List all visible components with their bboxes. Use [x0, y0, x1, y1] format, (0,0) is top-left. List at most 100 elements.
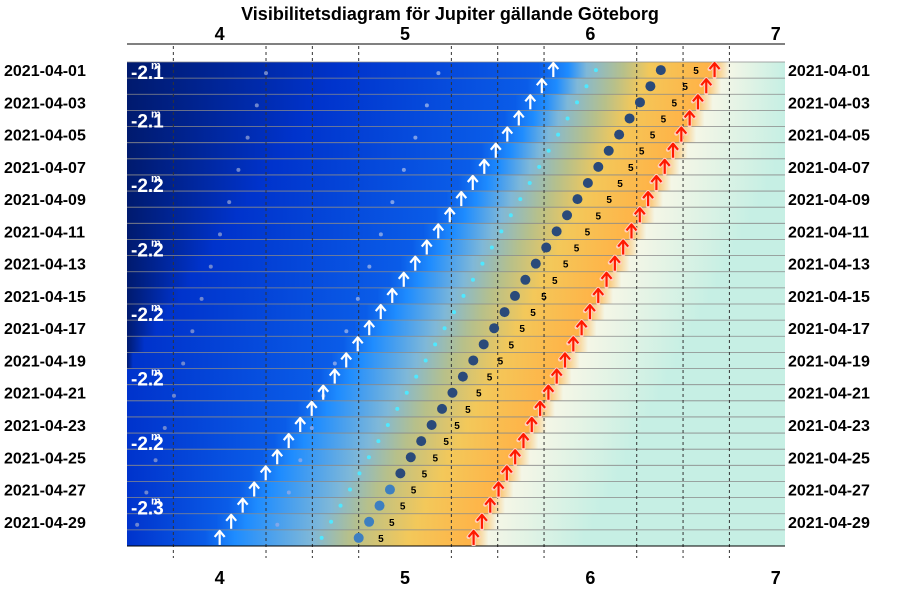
altitude-label: 5 — [661, 114, 667, 125]
tick-label-top: 5 — [400, 24, 410, 44]
altitude-label: 5 — [563, 260, 569, 271]
jupiter-dot — [468, 355, 479, 366]
magnitude-label: -2.1 — [131, 111, 164, 132]
sky-row — [127, 400, 785, 418]
sky-row — [127, 449, 785, 466]
jupiter-dot — [374, 500, 385, 511]
tick-label-top: 7 — [771, 24, 781, 44]
faint-dot — [413, 135, 418, 140]
sky-row — [127, 174, 785, 192]
altitude-label: 5 — [454, 421, 460, 432]
tick-label-bottom: 5 — [400, 568, 410, 588]
jupiter-dot — [364, 516, 375, 527]
jupiter-dot — [437, 403, 448, 414]
magnitude-unit: m — [151, 238, 161, 250]
twilight-dot — [499, 229, 504, 234]
rise-arrow — [351, 336, 364, 352]
rise-arrow — [455, 191, 468, 207]
rise-arrow — [328, 368, 341, 384]
rise-arrow — [524, 94, 537, 110]
date-label-left: 2021-04-29 — [4, 515, 86, 532]
faint-dot — [390, 200, 395, 205]
faint-dot — [144, 490, 149, 495]
rise-arrow — [271, 449, 284, 465]
sky-row — [127, 352, 785, 370]
sky-row — [127, 271, 785, 289]
twilight-dot — [584, 84, 589, 89]
faint-dot — [309, 426, 314, 430]
sunrise-arrow — [499, 464, 514, 483]
altitude-label: 5 — [487, 373, 493, 384]
altitude-label: 5 — [639, 147, 645, 158]
altitude-label: 5 — [682, 82, 688, 93]
rise-arrow — [236, 497, 249, 513]
jupiter-dot — [634, 97, 645, 108]
date-label-right: 2021-04-17 — [788, 321, 870, 338]
rise-arrow — [466, 174, 479, 190]
faint-dot — [264, 71, 269, 76]
twilight-dot — [508, 213, 513, 218]
jupiter-dot — [405, 452, 416, 463]
twilight-dot — [461, 293, 466, 298]
faint-dot — [208, 264, 213, 269]
jupiter-dot — [353, 532, 364, 543]
jupiter-dot — [489, 323, 500, 334]
sunrise-arrow — [549, 367, 564, 386]
twilight-dot — [329, 519, 334, 524]
magnitude-unit: m — [151, 431, 161, 443]
rise-arrow — [225, 513, 238, 529]
sunrise-arrow — [665, 141, 681, 160]
twilight-dot — [527, 181, 532, 185]
magnitude-label: -2.1 — [131, 63, 164, 84]
sunrise-arrow — [632, 206, 647, 225]
twilight-dot — [433, 342, 438, 347]
sky-row — [127, 416, 785, 434]
rise-arrow — [512, 110, 525, 126]
twilight-dot — [366, 455, 371, 460]
tick-label-bottom: 4 — [215, 568, 225, 588]
sunrise-arrow — [508, 448, 523, 467]
twilight-dot — [347, 487, 352, 492]
sky-row — [127, 110, 785, 128]
altitude-label: 5 — [650, 131, 656, 142]
sunrise-arrow — [474, 512, 490, 531]
sky-row — [127, 465, 785, 483]
twilight-dot — [395, 406, 400, 411]
chart-title: Visibilitetsdiagram för Jupiter gällande… — [241, 4, 659, 24]
date-label-right: 2021-04-13 — [788, 257, 870, 274]
magnitude-label: -2.2 — [131, 176, 164, 197]
faint-dot — [245, 135, 250, 140]
twilight-dot — [489, 245, 494, 250]
faint-dot — [332, 361, 337, 366]
twilight-dot — [565, 116, 570, 121]
rise-arrow — [248, 481, 261, 497]
date-label-left: 2021-04-27 — [4, 483, 86, 500]
faint-dot — [344, 329, 349, 334]
twilight-dot — [470, 277, 475, 282]
jupiter-dot — [499, 307, 510, 318]
sunrise-arrow — [516, 432, 531, 451]
twilight-dot — [556, 132, 561, 137]
date-label-left: 2021-04-19 — [4, 353, 86, 370]
altitude-label: 5 — [465, 405, 471, 416]
sky-row — [127, 513, 785, 531]
sunrise-arrow — [599, 270, 614, 289]
date-label-right: 2021-04-01 — [788, 63, 870, 80]
sunrise-arrow — [541, 383, 556, 402]
faint-dot — [135, 522, 140, 527]
rise-arrow — [294, 416, 307, 432]
jupiter-dot — [447, 387, 458, 398]
tick-label-bottom: 7 — [771, 568, 781, 588]
faint-dot — [227, 200, 232, 205]
sky-row — [127, 497, 785, 515]
jupiter-dot — [624, 113, 635, 124]
date-label-right: 2021-04-23 — [788, 418, 870, 435]
jupiter-dot — [530, 258, 541, 269]
date-label-left: 2021-04-23 — [4, 418, 86, 435]
date-label-right: 2021-04-03 — [788, 95, 870, 112]
twilight-dot — [546, 148, 551, 153]
rise-arrow — [363, 320, 376, 336]
jupiter-dot — [614, 129, 625, 140]
date-label-left: 2021-04-09 — [4, 192, 86, 209]
sky-row — [127, 62, 785, 79]
